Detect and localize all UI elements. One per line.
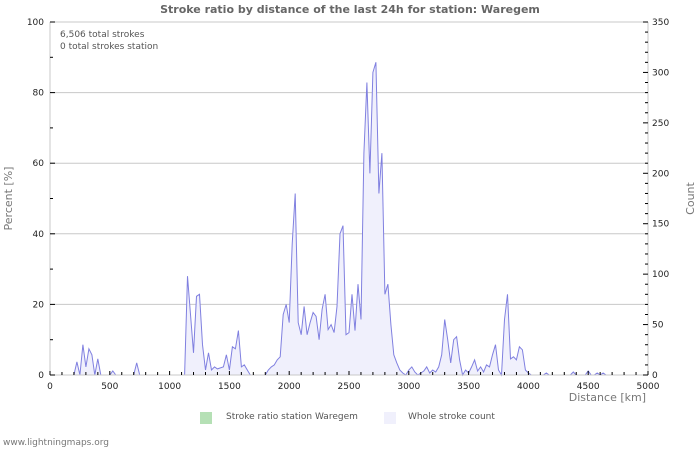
y-left-tick-label: 40 [33, 230, 45, 240]
y-right-tick-label: 100 [652, 270, 669, 280]
x-tick-label: 2500 [338, 382, 361, 392]
chart-title: Stroke ratio by distance of the last 24h… [160, 3, 540, 16]
y-right-tick-label: 300 [652, 68, 669, 78]
y-left-axis-label: Percent [%] [2, 167, 15, 231]
y-right-tick-label: 350 [652, 18, 669, 28]
x-tick-label: 500 [101, 382, 118, 392]
y-right-tick-label: 50 [652, 321, 664, 331]
legend-label-ratio: Stroke ratio station Waregem [226, 412, 358, 422]
footer-credit: www.lightningmaps.org [3, 438, 109, 448]
x-tick-label: 0 [47, 382, 53, 392]
x-tick-label: 2000 [278, 382, 301, 392]
y-right-tick-label: 250 [652, 119, 669, 129]
y-left-tick-label: 0 [38, 371, 44, 381]
y-left-tick-label: 20 [33, 300, 45, 310]
total-strokes-annotation: 6,506 total strokes [60, 30, 145, 40]
y-right-axis-label: Count [684, 181, 697, 214]
x-tick-label: 1500 [218, 382, 241, 392]
y-left-tick-label: 100 [27, 18, 44, 28]
x-axis-label: Distance [km] [569, 391, 646, 404]
y-left-tick-label: 60 [33, 159, 45, 169]
x-tick-label: 3500 [457, 382, 480, 392]
y-right-tick-label: 150 [652, 220, 669, 230]
x-tick-label: 4500 [577, 382, 600, 392]
x-tick-label: 3000 [397, 382, 420, 392]
x-tick-label: 4000 [517, 382, 540, 392]
x-tick-label: 1000 [158, 382, 181, 392]
whole-stroke-count-line [50, 62, 642, 377]
chart-annotations: 6,506 total strokes 0 total strokes stat… [60, 29, 158, 53]
y-right-tick-label: 0 [652, 371, 658, 381]
y-left-tick-label: 80 [33, 89, 45, 99]
whole-stroke-count-area [50, 62, 642, 376]
legend-swatch-ratio [200, 412, 212, 424]
x-tick-label: 5000 [637, 382, 660, 392]
station-strokes-annotation: 0 total strokes station [60, 42, 159, 52]
legend-swatch-count [384, 412, 396, 424]
legend-label-count: Whole stroke count [408, 412, 495, 422]
y-right-tick-label: 200 [652, 169, 669, 179]
